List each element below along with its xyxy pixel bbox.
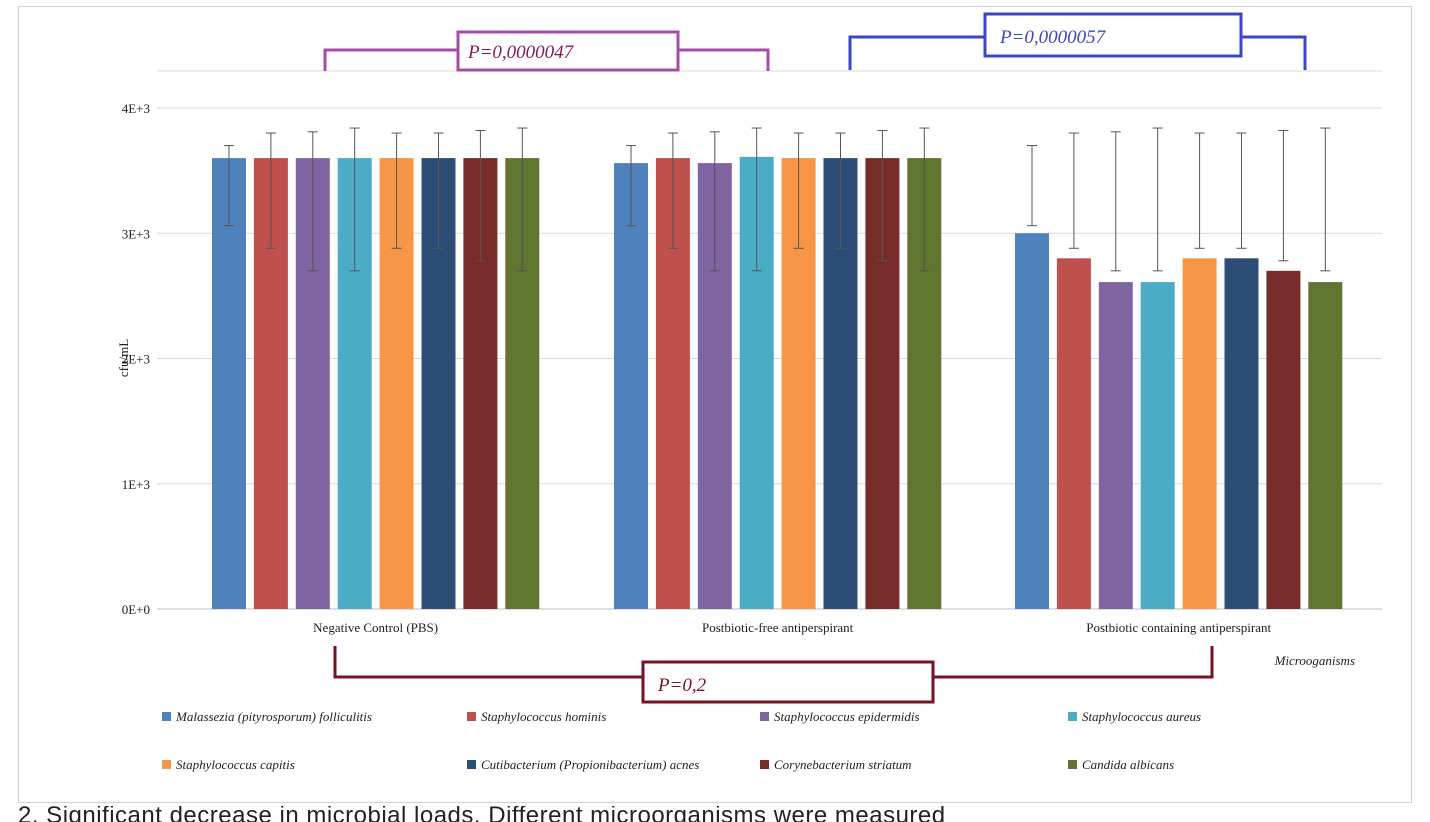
legend-label: Cutibacterium (Propionibacterium) acnes [481,757,699,772]
legend-label: Staphylococcus aureus [1082,709,1201,724]
legend-label: Corynebacterium striatum [774,757,912,772]
legend-swatch [1068,712,1077,721]
legend-label: Staphylococcus hominis [481,709,606,724]
figure-caption: 2. Significant decrease in microbial loa… [0,806,1430,822]
legend-swatch [1068,760,1077,769]
x-axis-label: Microoganisms [1274,653,1355,668]
legend-swatch [760,712,769,721]
p-value-label: P=0,0000047 [467,42,575,63]
legend-label: Staphylococcus epidermidis [774,709,920,724]
legend-swatch [467,760,476,769]
legend-swatch [162,712,171,721]
bar [614,163,648,610]
bar [1140,282,1175,609]
y-tick-label: 2E+3 [122,352,150,367]
bar [1098,282,1133,609]
caption-text: 2. Significant decrease in microbial loa… [18,806,946,822]
category-label: Postbiotic containing antiperspirant [1086,620,1271,635]
y-tick-label: 3E+3 [122,226,150,241]
y-tick-label: 0E+0 [122,602,150,617]
bar [1182,258,1217,609]
category-label: Postbiotic-free antiperspirant [702,620,854,635]
y-tick-label: 4E+3 [122,101,150,116]
y-tick-label: 1E+3 [122,477,150,492]
legend-swatch [760,760,769,769]
bar [1266,270,1301,609]
p-value-box [641,660,935,704]
category-label: Negative Control (PBS) [313,620,438,635]
y-axis-label: cfu/mL [116,339,131,377]
p-value-box [983,12,1243,58]
p-value-label: P=0,2 [657,675,707,696]
bar [1015,233,1049,609]
legend-swatch [162,760,171,769]
legend-label: Candida albicans [1082,757,1174,772]
p-value-box [456,30,680,72]
legend-label: Staphylococcus capitis [176,757,295,772]
legend-label: Malassezia (pityrosporum) folliculitis [175,709,372,724]
p-value-label: P=0,0000057 [999,27,1107,48]
legend-swatch [467,712,476,721]
bar [212,158,246,609]
bar [1224,258,1259,609]
bar [1308,282,1343,609]
bar [1056,258,1091,609]
